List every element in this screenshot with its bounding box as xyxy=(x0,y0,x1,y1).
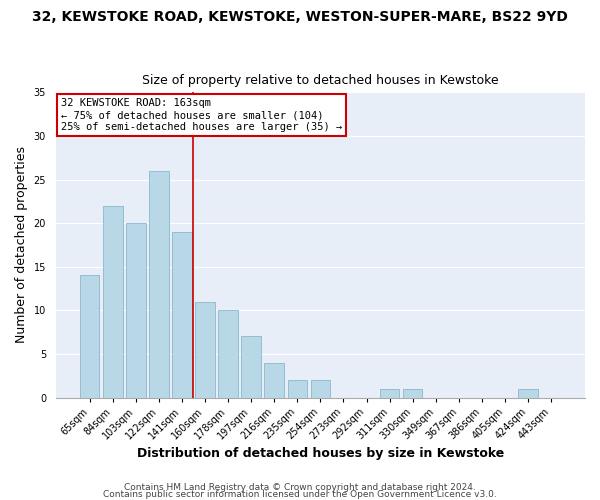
Bar xyxy=(518,389,538,398)
Text: 32 KEWSTOKE ROAD: 163sqm
← 75% of detached houses are smaller (104)
25% of semi-: 32 KEWSTOKE ROAD: 163sqm ← 75% of detach… xyxy=(61,98,343,132)
Bar xyxy=(195,302,215,398)
Bar xyxy=(218,310,238,398)
Bar xyxy=(172,232,192,398)
Bar xyxy=(149,171,169,398)
Bar xyxy=(287,380,307,398)
Bar xyxy=(80,276,100,398)
Y-axis label: Number of detached properties: Number of detached properties xyxy=(15,146,28,344)
Text: 32, KEWSTOKE ROAD, KEWSTOKE, WESTON-SUPER-MARE, BS22 9YD: 32, KEWSTOKE ROAD, KEWSTOKE, WESTON-SUPE… xyxy=(32,10,568,24)
Bar xyxy=(103,206,122,398)
Bar xyxy=(126,223,146,398)
Bar xyxy=(380,389,400,398)
Text: Contains public sector information licensed under the Open Government Licence v3: Contains public sector information licen… xyxy=(103,490,497,499)
Bar xyxy=(311,380,330,398)
X-axis label: Distribution of detached houses by size in Kewstoke: Distribution of detached houses by size … xyxy=(137,447,504,460)
Title: Size of property relative to detached houses in Kewstoke: Size of property relative to detached ho… xyxy=(142,74,499,87)
Bar xyxy=(241,336,261,398)
Bar xyxy=(265,362,284,398)
Text: Contains HM Land Registry data © Crown copyright and database right 2024.: Contains HM Land Registry data © Crown c… xyxy=(124,484,476,492)
Bar xyxy=(403,389,422,398)
